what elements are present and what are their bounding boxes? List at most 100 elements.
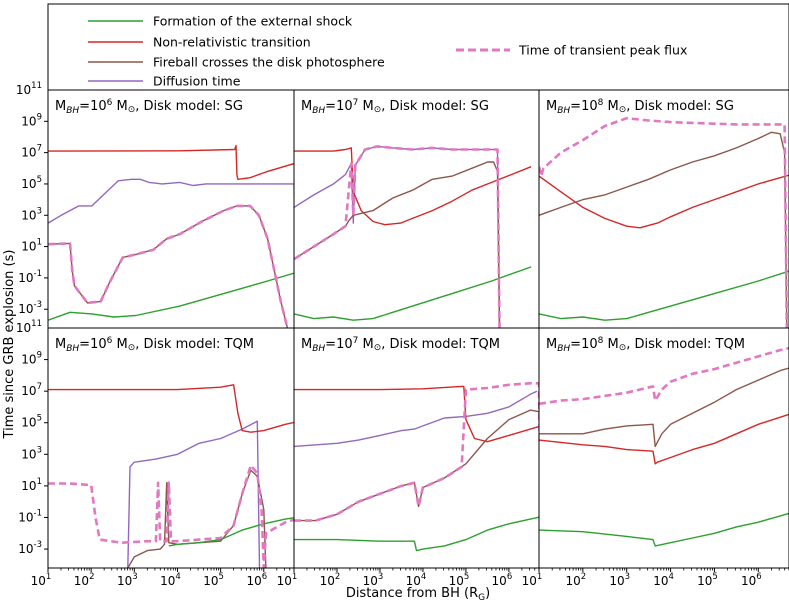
x-tick-base: 10 <box>741 574 756 588</box>
y-tick-exponent: 9 <box>37 351 42 361</box>
y-tick-exponent: -3 <box>34 300 42 310</box>
x-tick-base: 10 <box>492 574 507 588</box>
panel-title-disk-model: , Disk model: SG <box>135 99 243 114</box>
y-tick-base: 10 <box>18 302 33 316</box>
x-tick-exponent: 6 <box>756 572 761 582</box>
series-shock-line <box>294 266 532 321</box>
series-peak-line <box>48 204 289 328</box>
panel-title-sun-symbol: ⊙ <box>374 105 382 115</box>
y-tick-base: 10 <box>21 479 36 493</box>
x-tick-label: 106 <box>246 572 267 588</box>
y-tick-exponent: 7 <box>37 382 42 392</box>
y-tick-base: 10 <box>18 510 33 524</box>
x-tick-exponent: 1 <box>537 572 542 582</box>
panel-title-mass-base: =10 <box>79 99 106 114</box>
x-tick-exponent: 4 <box>669 572 674 582</box>
x-tick-base: 10 <box>522 574 537 588</box>
series-peak-line <box>294 145 501 328</box>
series-nonrel-line <box>48 144 294 180</box>
x-axis-title-subscript: G <box>478 593 485 603</box>
y-tick-label: 107 <box>21 382 42 398</box>
y-tick-label: 107 <box>21 144 42 160</box>
x-tick-base: 10 <box>609 574 624 588</box>
y-tick-label: 109 <box>21 112 42 128</box>
x-tick-label: 102 <box>320 572 341 588</box>
y-tick-label: 109 <box>21 351 42 367</box>
series-shock-line <box>539 270 789 321</box>
panel-1-plot-area <box>48 144 294 328</box>
y-tick-exponent: 7 <box>37 144 42 154</box>
x-tick-label: 104 <box>406 572 427 588</box>
x-tick-exponent: 5 <box>464 572 469 582</box>
x-axis-title-close: ) <box>485 586 490 601</box>
series-diffusion-line <box>294 390 538 448</box>
panel-title: MBH=107 M⊙, Disk model: SG <box>301 98 489 116</box>
series-nonrel-line <box>294 147 532 226</box>
x-tick-label: 101 <box>277 572 298 588</box>
panel-3: MBH=108 M⊙, Disk model: SG <box>538 89 789 329</box>
y-tick-base: 10 <box>21 353 36 367</box>
x-axis-title: Distance from BH (RG) <box>346 586 490 603</box>
x-tick-exponent: 3 <box>378 572 383 582</box>
panel-title-mass-unit: M <box>112 337 127 352</box>
panel-title-mass-unit: M <box>112 99 127 114</box>
x-tick-label: 104 <box>160 572 181 588</box>
panel-title-mass-subscript: BH <box>312 344 325 354</box>
x-tick-exponent: 4 <box>421 572 426 582</box>
legend-label-diffusion: Diffusion time <box>153 74 241 89</box>
panel-title-disk-model: , Disk model: TQM <box>135 337 254 352</box>
series-diffusion-line <box>48 178 294 230</box>
panel-title-mass-exponent: 8 <box>598 336 604 346</box>
x-tick-base: 10 <box>363 574 378 588</box>
y-tick-base: 10 <box>18 542 33 556</box>
y-tick-exponent: 11 <box>31 81 42 91</box>
panel-title-mass-subscript: BH <box>312 106 325 116</box>
x-tick-base: 10 <box>277 574 292 588</box>
x-tick-base: 10 <box>246 574 261 588</box>
y-tick-base: 10 <box>16 83 31 97</box>
panel-title-mass-symbol: M <box>55 337 66 352</box>
x-tick-base: 10 <box>566 574 581 588</box>
series-nonrel-line <box>539 174 789 229</box>
series-fireball-line <box>294 161 501 328</box>
panel-3-plot-area <box>539 116 789 328</box>
legend-label-peak: Time of transient peak flux <box>518 43 687 58</box>
panel-title-mass-base: =10 <box>570 337 597 352</box>
panel-title-mass-subscript: BH <box>66 344 79 354</box>
legend-label-fireball: Fireball crosses the disk photosphere <box>153 55 385 70</box>
y-tick-exponent: 5 <box>37 414 42 424</box>
legend-label-shock: Formation of the external shock <box>153 14 353 29</box>
y-tick-label: 10-1 <box>18 269 42 285</box>
x-tick-exponent: 2 <box>335 572 340 582</box>
panel-title-mass-symbol: M <box>546 99 557 114</box>
panel-5-plot-area <box>294 382 539 552</box>
x-tick-base: 10 <box>203 574 218 588</box>
y-tick-label-top: 1011 <box>16 81 42 97</box>
y-tick-label: 103 <box>21 445 42 461</box>
panel-title-sun-symbol: ⊙ <box>128 343 136 353</box>
x-tick-exponent: 2 <box>581 572 586 582</box>
x-tick-label: 101 <box>31 572 52 588</box>
series-shock-line <box>48 272 294 321</box>
panel-title: MBH=107 M⊙, Disk model: TQM <box>301 336 500 354</box>
x-tick-exponent: 6 <box>262 572 267 582</box>
panel-title-mass-unit: M <box>358 99 373 114</box>
panel-title: MBH=106 M⊙, Disk model: SG <box>55 98 243 116</box>
series-nonrel-line <box>294 385 539 443</box>
panel-title-sun-symbol: ⊙ <box>128 105 136 115</box>
x-tick-label: 105 <box>697 572 718 588</box>
y-tick-label: 105 <box>21 414 42 430</box>
y-tick-exponent: 1 <box>37 238 42 248</box>
y-tick-label: 10-3 <box>18 540 42 556</box>
x-tick-label: 103 <box>363 572 384 588</box>
legend: Formation of the external shock Non-relat… <box>47 3 789 91</box>
x-tick-exponent: 4 <box>175 572 180 582</box>
x-tick-label: 103 <box>609 572 630 588</box>
y-tick-base: 10 <box>16 321 31 335</box>
x-tick-exponent: 5 <box>219 572 224 582</box>
panel-title-mass-subscript: BH <box>557 106 570 116</box>
panel-title-mass-subscript: BH <box>557 344 570 354</box>
x-tick-label: 106 <box>492 572 513 588</box>
panel-title-mass-unit: M <box>358 337 373 352</box>
